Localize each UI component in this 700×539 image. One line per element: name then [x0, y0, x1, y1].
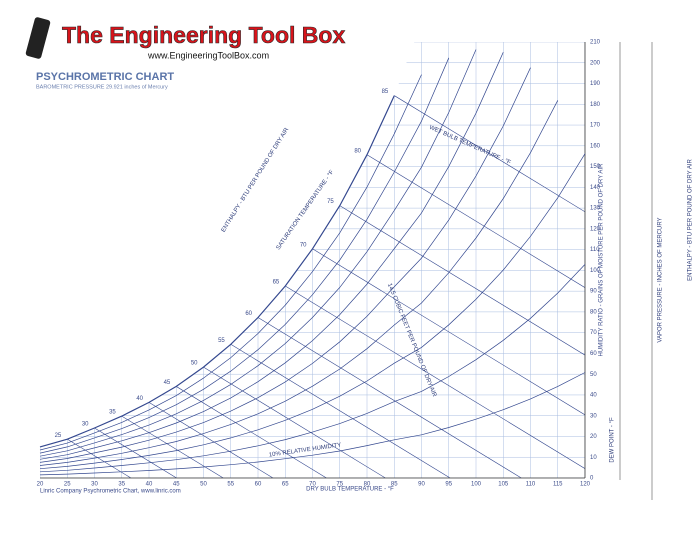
chart-subtitle: BAROMETRIC PRESSURE 29.921 inches of Mer… [36, 84, 168, 90]
saturation-label: 25 [55, 433, 62, 439]
y-tick-label: 200 [590, 60, 601, 66]
saturation-label: 35 [109, 410, 116, 416]
x-tick-label: 75 [336, 482, 343, 488]
saturation-label: 30 [82, 422, 89, 428]
x-tick-label: 120 [580, 482, 591, 488]
rh-curve [39, 372, 586, 476]
x-tick-label: 90 [418, 482, 425, 488]
rh-curve [39, 57, 450, 454]
y-tick-label: 210 [590, 40, 601, 46]
y-tick-label: 140 [590, 185, 601, 191]
x-tick-label: 35 [118, 482, 125, 488]
annotation: ENTHALPY - BTU PER POUND OF DRY AIR [688, 158, 694, 280]
rh-curve [39, 52, 504, 460]
x-tick-label: 40 [146, 482, 153, 488]
x-tick-label: 30 [91, 482, 98, 488]
wet-bulb-line [366, 154, 585, 478]
credit: Linric Company Psychrometric Chart, www.… [40, 489, 181, 495]
saturation-label: 40 [136, 396, 143, 402]
x-tick-label: 105 [498, 482, 509, 488]
wet-bulb-line [67, 438, 132, 478]
annotation: SATURATION TEMPERATURE - °F [276, 169, 336, 251]
x-tick-label: 115 [553, 482, 563, 488]
wet-bulb-line [148, 402, 274, 478]
wet-bulb-line [285, 285, 585, 478]
saturation-curve [39, 95, 395, 448]
x-tick-label: 50 [200, 482, 207, 488]
y-tick-label: 120 [590, 226, 601, 232]
saturation-label: 85 [382, 89, 389, 95]
x-tick-label: 60 [255, 482, 262, 488]
y-tick-label: 40 [590, 393, 597, 399]
saturation-label: 75 [327, 199, 334, 205]
x-tick-label: 25 [64, 482, 71, 488]
wet-bulb-line [203, 366, 386, 478]
x-tick-label: 70 [309, 482, 316, 488]
rh-curve [39, 67, 531, 463]
x-tick-label: 95 [445, 482, 452, 488]
logo-icon [25, 17, 51, 59]
x-tick-label: 45 [173, 482, 180, 488]
y-tick-label: 180 [590, 102, 601, 108]
rh-curve [39, 264, 586, 473]
x-axis-label: DRY BULB TEMPERATURE - °F [306, 487, 394, 493]
x-tick-label: 100 [471, 482, 482, 488]
y-tick-label: 10 [590, 455, 597, 461]
saturation-label: 45 [164, 380, 171, 386]
y-tick-label: 150 [590, 164, 601, 170]
y-tick-label: 20 [590, 434, 597, 440]
saturation-label: 55 [218, 338, 225, 344]
wet-bulb-line [176, 386, 327, 478]
x-tick-label: 65 [282, 482, 289, 488]
x-tick-label: 80 [364, 482, 371, 488]
y-tick-label: 130 [590, 206, 601, 212]
wet-bulb-line [312, 248, 585, 478]
y-tick-label: 100 [590, 268, 601, 274]
wet-bulb-line [121, 415, 224, 478]
y-tick-label: 90 [590, 289, 597, 295]
y-tick-label: 60 [590, 351, 597, 357]
annotation: DEW POINT - °F [610, 417, 616, 463]
saturation-label: 80 [354, 148, 361, 154]
y-axis-label: HUMIDITY RATIO - GRAINS OF MOISTURE PER … [599, 163, 605, 357]
rh-curve [39, 74, 422, 451]
saturation-label: 60 [245, 311, 252, 317]
y-tick-label: 160 [590, 143, 601, 149]
saturation-label: 65 [273, 280, 280, 286]
y-tick-label: 0 [590, 476, 594, 482]
wet-bulb-line [394, 95, 585, 478]
saturation-label: 50 [191, 361, 198, 367]
rh-curve [39, 153, 586, 470]
y-tick-label: 30 [590, 413, 597, 419]
y-tick-label: 190 [590, 81, 601, 87]
rh-curve [39, 100, 559, 466]
x-tick-label: 55 [227, 482, 234, 488]
y-tick-label: 70 [590, 330, 597, 336]
x-tick-label: 20 [37, 482, 44, 488]
y-tick-label: 80 [590, 309, 597, 315]
logo: The Engineering Tool Box [62, 22, 345, 48]
x-tick-label: 110 [526, 482, 536, 488]
y-tick-label: 50 [590, 372, 597, 378]
wet-bulb-line [230, 344, 451, 478]
annotation: ENTHALPY - BTU PER POUND OF DRY AIR [221, 127, 291, 234]
wet-bulb-line [257, 317, 522, 478]
annotation: VAPOR PRESSURE - INCHES OF MERCURY [658, 217, 664, 342]
y-tick-label: 170 [590, 123, 601, 129]
logo-url: www.EngineeringToolBox.com [147, 50, 269, 60]
chart-title: PSYCHROMETRIC CHART [36, 71, 174, 83]
y-tick-label: 110 [590, 247, 600, 253]
wet-bulb-line [339, 205, 585, 478]
rh-curve [39, 49, 477, 457]
x-tick-label: 85 [391, 482, 398, 488]
saturation-label: 70 [300, 242, 307, 248]
